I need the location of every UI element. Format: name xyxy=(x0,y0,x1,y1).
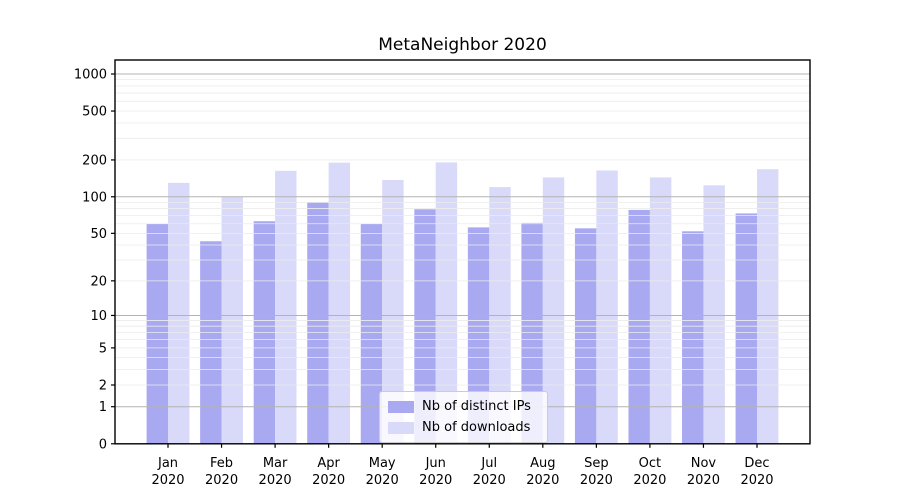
y-tick-label-2: 2 xyxy=(99,378,107,393)
y-tick-label-50: 50 xyxy=(90,227,107,242)
y-tick-label-20: 20 xyxy=(90,274,107,289)
x-tick-label-year-nov: 2020 xyxy=(687,473,720,488)
x-tick-label-year-sep: 2020 xyxy=(580,473,613,488)
bar-nb-of-downloads-aug xyxy=(542,177,565,444)
bar-nb-of-distinct-ips-apr xyxy=(307,202,329,444)
y-tick-label-200: 200 xyxy=(82,153,107,168)
x-tick-label-may: May xyxy=(369,456,396,471)
x-tick-label-year-apr: 2020 xyxy=(312,473,345,488)
bar-nb-of-distinct-ips-sep xyxy=(574,228,597,444)
legend-label-distinct-ips: Nb of distinct IPs xyxy=(422,399,531,414)
x-tick-label-aug: Aug xyxy=(530,456,555,471)
x-tick-label-oct: Oct xyxy=(639,456,661,471)
bar-nb-of-distinct-ips-aug xyxy=(521,222,543,444)
x-tick-label-year-mar: 2020 xyxy=(259,473,292,488)
x-tick-label-feb: Feb xyxy=(210,456,233,471)
y-tick-label-5: 5 xyxy=(99,341,107,356)
legend-label-downloads: Nb of downloads xyxy=(422,420,531,435)
bar-nb-of-downloads-may xyxy=(382,180,404,444)
bar-nb-of-downloads-mar xyxy=(275,170,297,444)
y-tick-label-10: 10 xyxy=(90,309,107,324)
chart-title: MetaNeighbor 2020 xyxy=(378,35,547,55)
bar-nb-of-downloads-nov xyxy=(703,185,725,444)
legend-swatch-distinct-ips-icon xyxy=(388,400,414,413)
x-tick-label-jun: Jun xyxy=(425,456,446,471)
bar-nb-of-distinct-ips-jan xyxy=(146,223,169,444)
legend: Nb of distinct IPs Nb of downloads xyxy=(379,391,548,443)
bar-nb-of-distinct-ips-feb xyxy=(200,241,222,444)
x-tick-label-dec: Dec xyxy=(744,456,769,471)
y-tick-label-0: 0 xyxy=(99,437,107,452)
x-tick-label-year-jul: 2020 xyxy=(473,473,506,488)
bar-nb-of-distinct-ips-nov xyxy=(682,231,704,444)
x-tick-label-sep: Sep xyxy=(584,456,609,471)
bar-nb-of-downloads-apr xyxy=(328,162,351,444)
legend-item-downloads: Nb of downloads xyxy=(388,419,539,436)
x-tick-label-mar: Mar xyxy=(263,456,288,471)
plot-border xyxy=(114,59,811,445)
bar-nb-of-downloads-dec xyxy=(756,169,779,444)
x-tick-label-year-dec: 2020 xyxy=(740,473,773,488)
x-tick-label-year-feb: 2020 xyxy=(205,473,238,488)
y-tick-label-100: 100 xyxy=(82,190,107,205)
x-tick-label-jul: Jul xyxy=(480,456,497,471)
bar-nb-of-downloads-oct xyxy=(649,177,672,444)
x-tick-label-year-aug: 2020 xyxy=(526,473,559,488)
legend-swatch-downloads-icon xyxy=(388,421,414,434)
y-tick-label-1: 1 xyxy=(99,400,107,415)
x-tick-label-year-oct: 2020 xyxy=(633,473,666,488)
legend-item-distinct-ips: Nb of distinct IPs xyxy=(388,398,539,415)
bar-nb-of-distinct-ips-dec xyxy=(735,213,757,444)
x-tick-label-apr: Apr xyxy=(317,456,340,471)
x-tick-label-year-jan: 2020 xyxy=(151,473,184,488)
bar-nb-of-distinct-ips-jul xyxy=(467,227,490,444)
x-tick-label-year-may: 2020 xyxy=(366,473,399,488)
bar-nb-of-downloads-sep xyxy=(596,170,618,444)
x-tick-label-jan: Jan xyxy=(157,456,178,471)
y-tick-label-500: 500 xyxy=(82,105,107,120)
bar-nb-of-downloads-jan xyxy=(168,182,190,444)
bar-nb-of-distinct-ips-may xyxy=(360,223,383,444)
x-tick-label-nov: Nov xyxy=(691,456,717,471)
bar-nb-of-downloads-jun xyxy=(435,162,458,444)
x-tick-label-year-jun: 2020 xyxy=(419,473,452,488)
y-tick-label-1000: 1000 xyxy=(74,68,107,83)
